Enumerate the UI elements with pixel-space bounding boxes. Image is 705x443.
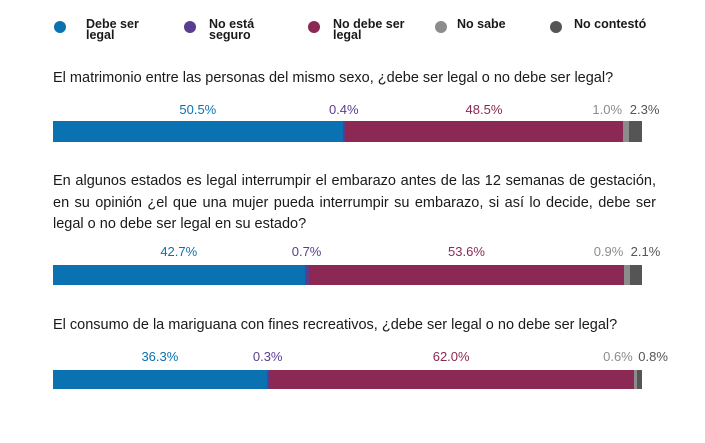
bar-segment xyxy=(268,370,634,389)
value-label: 1.0% xyxy=(592,102,623,117)
legend-label: No contestó xyxy=(574,17,647,31)
bar-segment xyxy=(308,265,625,285)
value-label: 0.8% xyxy=(638,349,668,364)
question: El matrimonio entre las personas del mis… xyxy=(53,70,614,86)
value-label: 0.6% xyxy=(603,349,633,364)
value-label: 0.3% xyxy=(252,349,283,364)
bar-segment xyxy=(624,265,630,285)
value-label: 48.5% xyxy=(465,102,503,117)
question: En algunos estados es legal interrumpir … xyxy=(53,173,656,232)
value-label: 0.9% xyxy=(593,244,624,259)
value-label: 2.3% xyxy=(629,102,660,117)
bar-segment xyxy=(637,370,642,389)
legend-dot xyxy=(550,21,562,33)
bar-segment xyxy=(623,121,629,142)
value-label: 0.7% xyxy=(291,244,322,259)
bar-segment xyxy=(266,370,269,389)
legend-dot xyxy=(184,21,196,33)
bar-segment xyxy=(342,121,345,142)
legend-label: No sabe xyxy=(457,17,506,31)
bar-segment xyxy=(53,121,343,142)
bar-segment xyxy=(304,265,309,285)
value-label: 50.5% xyxy=(179,102,217,117)
bar-segment xyxy=(628,121,642,142)
bar-segment xyxy=(53,265,305,285)
legend-dot xyxy=(435,21,447,33)
bar-segment xyxy=(53,370,267,389)
question: El consumo de la mariguana con fines rec… xyxy=(53,317,618,333)
value-label: 42.7% xyxy=(160,244,198,259)
value-label: 62.0% xyxy=(432,349,470,364)
value-label: 53.6% xyxy=(448,244,485,259)
value-label: 2.1% xyxy=(630,244,661,259)
legend-dot xyxy=(54,21,66,33)
bar-segment xyxy=(629,265,642,285)
bar-segment xyxy=(344,121,624,142)
value-label: 36.3% xyxy=(141,349,179,364)
legend-label: No debe ser legal xyxy=(333,17,405,42)
bar-segment xyxy=(633,370,638,389)
legend-label: Debe ser legal xyxy=(86,17,139,42)
value-label: 0.4% xyxy=(328,102,359,117)
legend-label: No está seguro xyxy=(209,17,255,42)
legend-dot xyxy=(308,21,320,33)
